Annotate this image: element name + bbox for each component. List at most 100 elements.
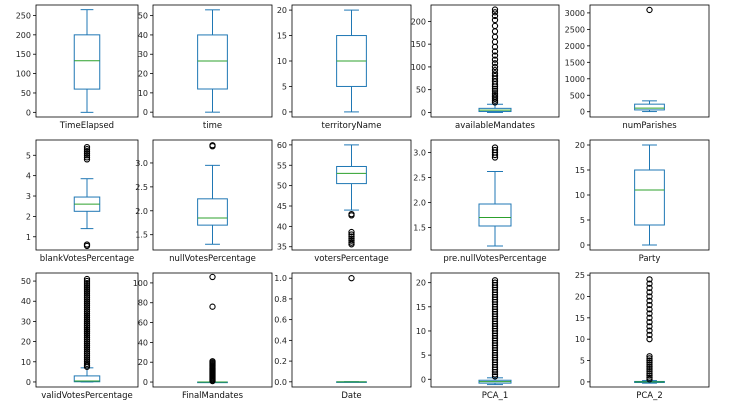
y-tick-label: 25: [575, 271, 585, 280]
y-tick-label: 40: [138, 31, 148, 40]
x-axis-label: votersPercentage: [314, 254, 389, 264]
y-tick-label: 15: [575, 314, 585, 323]
y-tick-label: 0: [282, 108, 287, 117]
iqr-box: [197, 34, 228, 90]
x-axis-label: availableMandates: [455, 121, 535, 131]
outlier-point: [83, 336, 91, 343]
outlier-point: [83, 302, 91, 309]
outlier-point: [83, 316, 91, 323]
y-tick-label: 10: [21, 358, 31, 367]
x-axis-label: blankVotesPercentage: [40, 254, 134, 264]
y-tick-label: 80: [138, 299, 148, 308]
outlier-point: [491, 38, 499, 46]
y-tick-label: 45: [277, 202, 287, 211]
outlier-point: [491, 144, 499, 151]
y-tick-label: 50: [21, 89, 31, 98]
outlier-point: [83, 312, 91, 319]
x-axis-label: pre.nullVotesPercentage: [443, 254, 546, 264]
outlier-point: [209, 273, 216, 281]
outlier-point: [348, 237, 355, 244]
y-tick-label: 0: [580, 378, 585, 387]
subplot-Date: 0.0 0.2 0.4 0.6 0.8 1.0 Date: [274, 272, 412, 401]
outlier-point: [646, 323, 653, 330]
outlier-point: [83, 288, 91, 295]
outlier-point: [209, 358, 216, 365]
y-tick-label: 0: [421, 375, 426, 384]
outlier-point: [83, 277, 91, 285]
subplot-numParishes: 0 500 1000 1500 2000 2500 3000 numParishes: [565, 4, 710, 131]
outlier-point: [491, 87, 499, 95]
outlier-point: [491, 72, 499, 80]
y-tick-label: 150: [411, 40, 426, 49]
outlier-point: [83, 320, 91, 327]
outlier-point: [646, 276, 653, 283]
axes-frame: [430, 272, 560, 388]
y-tick-label: 200: [411, 17, 426, 26]
outlier-point: [83, 322, 91, 329]
outlier-point: [83, 143, 91, 151]
outlier-point: [491, 56, 499, 63]
y-tick-label: 15: [277, 32, 287, 41]
outlier-point: [83, 328, 91, 335]
y-tick-label: 5: [26, 151, 31, 160]
y-tick-label: 10: [138, 89, 148, 98]
outlier-point: [209, 303, 216, 310]
outlier-point: [83, 338, 91, 345]
outlier-point: [348, 233, 355, 240]
y-tick-label: 2.0: [413, 199, 426, 208]
y-tick-label: 5: [580, 216, 585, 225]
y-tick-label: 50: [21, 277, 31, 286]
x-axis-label: PCA_2: [636, 391, 663, 401]
y-tick-label: 2000: [565, 42, 585, 51]
y-tick-label: 55: [277, 161, 287, 170]
outlier-point: [83, 304, 91, 311]
y-tick-label: 20: [277, 6, 287, 15]
outlier-point: [491, 373, 499, 380]
outlier-point: [83, 154, 91, 161]
y-tick-label: 15: [575, 166, 585, 175]
y-tick-label: 0.6: [274, 316, 287, 325]
outlier-point: [491, 9, 499, 16]
axes-frame: [35, 272, 139, 388]
outlier-point: [83, 344, 91, 351]
outlier-point: [646, 368, 653, 375]
outlier-point: [83, 146, 91, 153]
outlier-point: [83, 294, 91, 301]
outlier-point: [646, 318, 653, 326]
subplot-votersPercentage: 35 40 45 50 55 60 votersPercentage: [277, 139, 412, 264]
y-tick-label: 150: [16, 50, 31, 59]
outlier-point: [83, 342, 91, 349]
outlier-point: [83, 354, 91, 361]
outlier-point: [491, 60, 499, 67]
subplot-Party: 0 5 10 15 20 Party: [575, 139, 710, 264]
outlier-point: [646, 297, 653, 304]
outlier-point: [83, 296, 91, 303]
y-tick-label: 0: [580, 241, 585, 250]
outlier-point: [83, 352, 91, 359]
y-tick-label: 35: [277, 243, 287, 252]
y-tick-label: 100: [411, 63, 426, 72]
y-tick-label: 0: [143, 108, 148, 117]
outlier-point: [83, 358, 91, 365]
outlier-point: [491, 93, 499, 101]
outlier-point: [491, 279, 499, 286]
outlier-point: [646, 280, 653, 287]
x-axis-label: numParishes: [622, 121, 677, 131]
outlier-point: [83, 326, 91, 333]
outlier-point: [83, 290, 91, 297]
y-tick-label: 3000: [565, 9, 585, 18]
axes-frame: [430, 139, 560, 251]
y-tick-label: 0.4: [274, 336, 287, 345]
y-tick-label: 40: [138, 338, 148, 347]
y-tick-label: 2.5: [413, 174, 426, 183]
outlier-point: [491, 66, 499, 74]
axes-frame: [152, 4, 273, 118]
iqr-box: [478, 203, 512, 227]
outlier-point: [646, 6, 653, 14]
y-tick-label: 2500: [565, 25, 585, 34]
outlier-point: [646, 363, 653, 371]
y-tick-label: 2.5: [135, 183, 148, 192]
outlier-point: [83, 330, 91, 337]
y-tick-label: 0.8: [274, 295, 287, 304]
